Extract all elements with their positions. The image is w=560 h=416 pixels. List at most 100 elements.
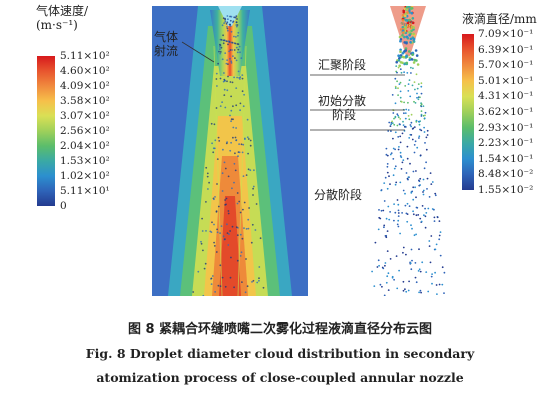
droplet-point xyxy=(221,276,224,279)
droplet-point xyxy=(377,259,380,262)
droplet-point xyxy=(222,148,224,151)
droplet-point xyxy=(401,34,404,37)
droplet-point xyxy=(396,124,399,127)
droplet-point xyxy=(231,41,234,44)
droplet-point xyxy=(408,79,411,81)
droplet-point xyxy=(426,188,428,190)
droplet-point xyxy=(414,102,417,104)
droplet-point xyxy=(443,271,446,274)
droplet-point xyxy=(383,224,386,227)
droplet-point xyxy=(244,138,246,141)
droplet-point xyxy=(415,73,418,76)
droplet-point xyxy=(419,289,422,292)
droplet-point xyxy=(216,158,219,161)
droplet-point xyxy=(230,256,232,259)
droplet-point xyxy=(407,101,409,104)
droplet-point xyxy=(381,285,383,288)
droplet-point xyxy=(394,102,397,105)
droplet-point xyxy=(247,168,250,171)
droplet-point xyxy=(235,87,238,89)
droplet-point xyxy=(388,218,391,221)
droplet-point xyxy=(402,159,405,162)
droplet-point xyxy=(422,191,424,193)
droplet-point xyxy=(411,21,415,25)
droplet-point xyxy=(239,109,241,112)
droplet-point xyxy=(237,34,239,37)
droplet-point xyxy=(390,130,392,132)
droplet-point xyxy=(425,271,428,273)
droplet-point xyxy=(425,136,428,139)
droplet-point xyxy=(236,202,239,205)
droplet-point xyxy=(230,118,233,121)
droplet-point xyxy=(431,273,433,275)
droplet-point xyxy=(396,71,398,74)
droplet-point xyxy=(220,225,223,228)
droplet-point xyxy=(436,293,438,295)
droplet-point xyxy=(399,28,403,31)
droplet-point xyxy=(403,112,405,115)
droplet-point xyxy=(433,220,436,223)
droplet-point xyxy=(398,269,400,272)
droplet-point xyxy=(230,62,233,64)
droplet-point xyxy=(225,142,228,145)
droplet-point xyxy=(237,48,240,51)
droplet-point xyxy=(405,61,409,65)
droplet-point xyxy=(222,17,225,20)
droplet-point xyxy=(233,16,236,19)
droplet-point xyxy=(217,62,219,65)
droplet-point xyxy=(423,126,425,129)
droplet-point xyxy=(229,276,232,279)
droplet-point xyxy=(252,279,255,282)
droplet-point xyxy=(232,126,235,129)
droplet-point xyxy=(404,126,407,128)
droplet-point xyxy=(235,21,238,24)
droplet-point xyxy=(201,230,204,232)
droplet-point xyxy=(426,129,429,132)
droplet-point xyxy=(222,235,225,238)
droplet-point xyxy=(220,46,223,49)
diameter-tick-label: 2.93×10⁻¹ xyxy=(478,121,534,134)
droplet-point xyxy=(404,204,407,207)
droplet-point xyxy=(218,50,220,53)
droplet-point xyxy=(410,268,413,271)
converge-stage-label: 汇聚阶段 xyxy=(318,58,367,72)
droplet-point xyxy=(200,242,203,245)
droplet-point xyxy=(427,290,430,293)
droplet-point xyxy=(235,59,238,62)
droplet-point xyxy=(216,231,219,234)
droplet-point xyxy=(383,182,386,185)
droplet-point xyxy=(236,192,239,194)
droplet-point xyxy=(215,210,218,213)
droplet-point xyxy=(415,233,417,236)
droplet-point xyxy=(239,76,242,79)
droplet-point xyxy=(391,120,393,123)
droplet-point xyxy=(383,226,385,229)
droplet-point xyxy=(249,169,252,172)
droplet-point xyxy=(233,286,235,289)
droplet-point xyxy=(225,62,228,65)
droplet-point xyxy=(230,109,233,112)
droplet-point xyxy=(239,51,241,54)
droplet-point xyxy=(405,108,408,111)
droplet-point xyxy=(219,264,222,267)
droplet-point xyxy=(394,116,397,119)
droplet-point xyxy=(245,174,248,177)
droplet-point xyxy=(385,281,388,284)
droplet-point xyxy=(243,93,245,96)
droplet-point xyxy=(224,167,227,170)
droplet-point xyxy=(426,177,429,180)
droplet-point xyxy=(413,126,416,128)
droplet-point xyxy=(243,201,246,204)
droplet-point xyxy=(222,42,225,45)
droplet-point xyxy=(417,214,420,216)
droplet-point xyxy=(219,48,221,50)
droplet-point xyxy=(392,158,395,160)
droplet-point xyxy=(428,245,431,248)
droplet-point xyxy=(413,151,416,154)
droplet-point xyxy=(384,176,387,179)
droplet-point xyxy=(430,235,433,237)
droplet-point xyxy=(384,262,387,264)
droplet-point xyxy=(229,25,232,27)
droplet-point xyxy=(224,238,226,241)
droplet-point xyxy=(434,192,437,195)
